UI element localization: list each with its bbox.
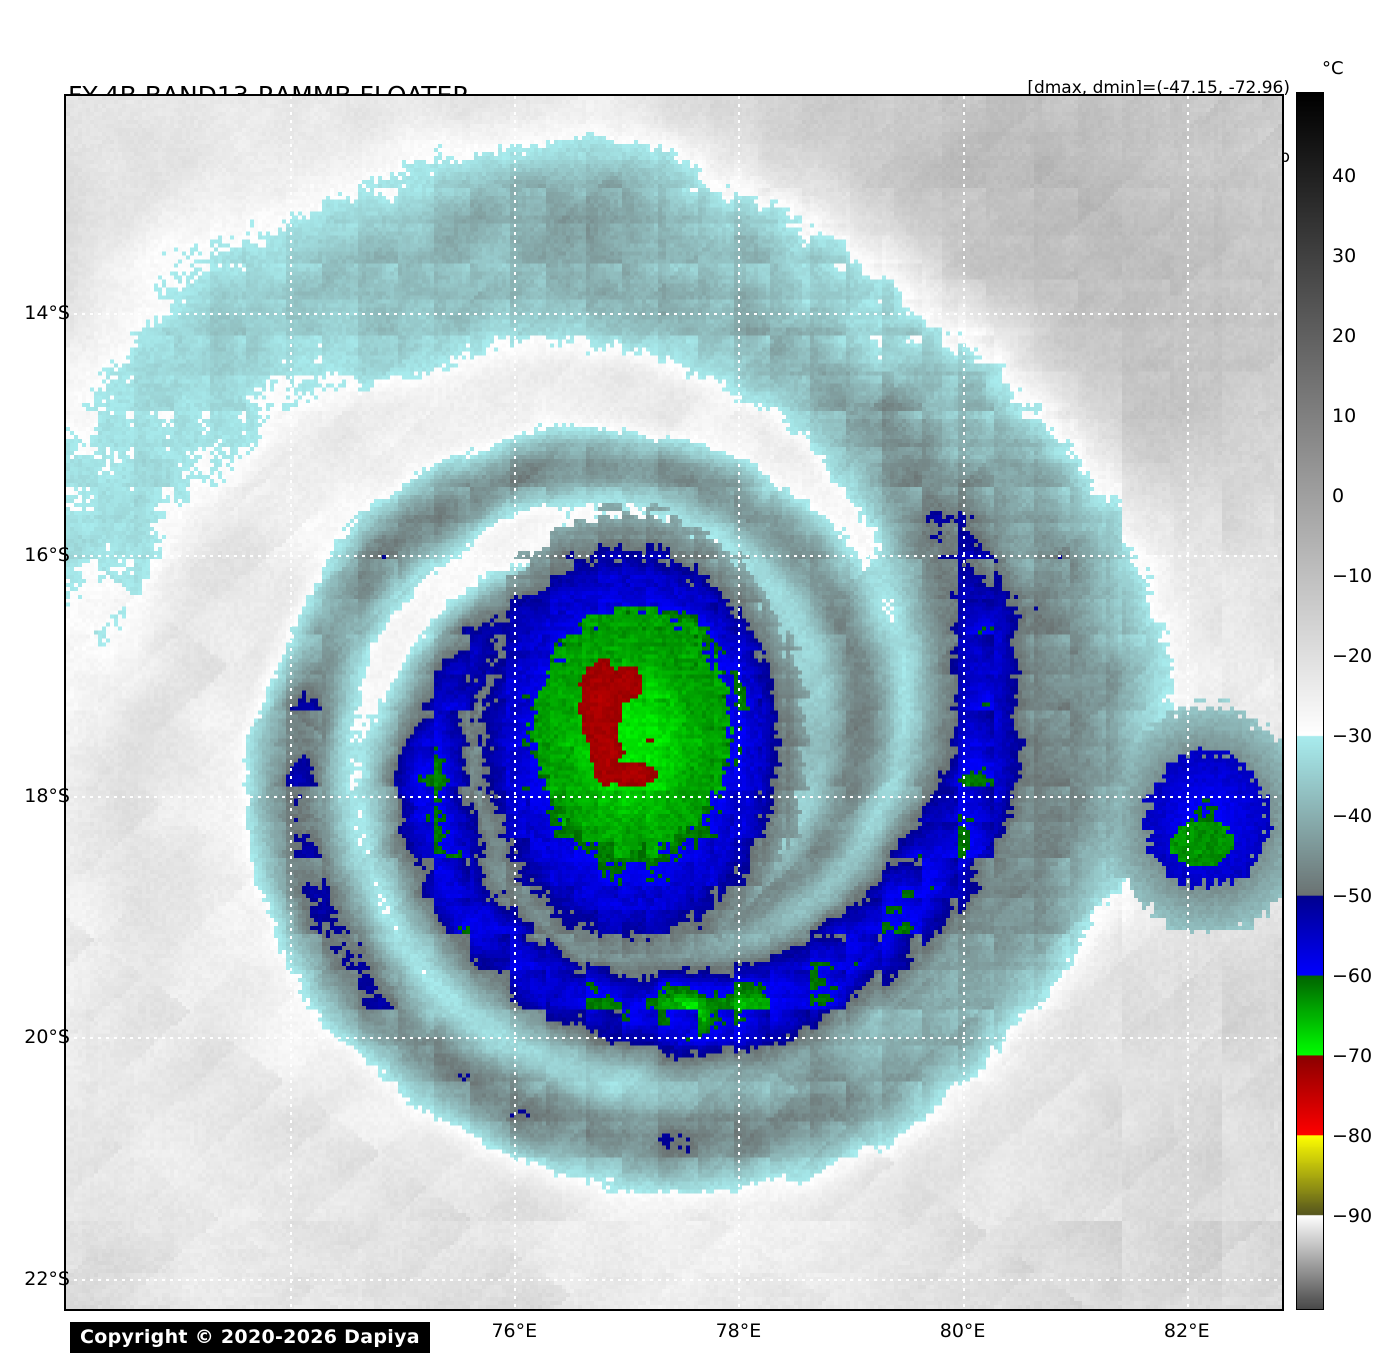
colorbar-tick-20: 20 — [1332, 325, 1357, 348]
colorbar-tick-30: 30 — [1332, 245, 1357, 268]
colorbar-tick-neg60: −60 — [1332, 965, 1373, 988]
y-tick-label-14s: 14°S — [24, 302, 70, 325]
infrared-imagery-canvas — [66, 96, 1282, 1309]
x-tick-label-82e: 82°E — [1163, 1320, 1210, 1342]
y-tick-label-20s: 20°S — [24, 1026, 70, 1049]
colorbar-tick-neg90: −90 — [1332, 1205, 1373, 1228]
copyright-banner: Copyright © 2020-2026 Dapiya — [70, 1322, 430, 1353]
x-tick-label-76e: 76°E — [491, 1320, 538, 1342]
y-tick-label-22s: 22°S — [24, 1267, 70, 1290]
x-tick-label-78e: 78°E — [715, 1320, 762, 1342]
colorbar-tick-neg20: −20 — [1332, 645, 1373, 668]
x-tick-label-80e: 80°E — [939, 1320, 986, 1342]
colorbar-tick-neg70: −70 — [1332, 1045, 1373, 1068]
colorbar-gradient — [1296, 92, 1324, 1310]
colorbar-tick-neg80: −80 — [1332, 1125, 1373, 1148]
colorbar-unit-label: °C — [1322, 58, 1344, 79]
temperature-colorbar[interactable] — [1296, 92, 1324, 1310]
colorbar-tick-0: 0 — [1332, 485, 1345, 508]
colorbar-tick-neg10: −10 — [1332, 565, 1373, 588]
colorbar-tick-neg50: −50 — [1332, 885, 1373, 908]
dmax-dmin-readout: [dmax, dmin]=(-47.15, -72.96) — [1027, 78, 1290, 98]
satellite-image-plot[interactable] — [64, 94, 1284, 1311]
colorbar-tick-neg30: −30 — [1332, 725, 1373, 748]
colorbar-tick-neg40: −40 — [1332, 805, 1373, 828]
y-tick-label-16s: 16°S — [24, 543, 70, 566]
y-tick-label-18s: 18°S — [24, 785, 70, 808]
colorbar-tick-40: 40 — [1332, 165, 1357, 188]
colorbar-tick-10: 10 — [1332, 405, 1357, 428]
